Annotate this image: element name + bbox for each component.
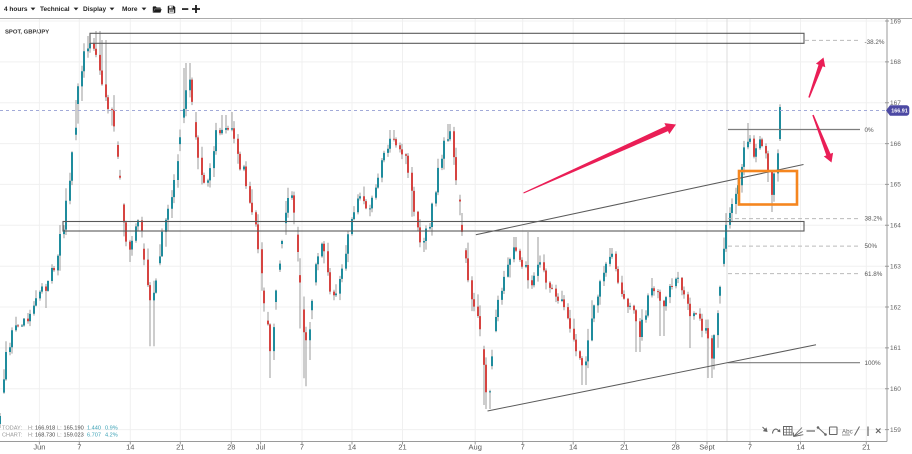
svg-text:166: 166 (890, 141, 901, 148)
svg-text:TODAY:: TODAY: (2, 426, 22, 432)
svg-text:7: 7 (521, 443, 525, 452)
svg-text:7: 7 (300, 443, 304, 452)
svg-text:6.707: 6.707 (87, 433, 101, 439)
svg-text:21: 21 (620, 443, 628, 452)
svg-text:159: 159 (890, 427, 901, 434)
svg-text:163: 163 (890, 264, 901, 271)
svg-text:14: 14 (796, 443, 804, 452)
svg-text:100%: 100% (865, 360, 882, 367)
svg-text:168.730: 168.730 (35, 433, 55, 439)
svg-text:14: 14 (126, 443, 134, 452)
svg-text:165.190: 165.190 (64, 426, 84, 432)
svg-text:Abc: Abc (842, 429, 853, 436)
svg-text:160: 160 (890, 386, 901, 393)
svg-text:28: 28 (227, 443, 235, 452)
svg-text:61.8%: 61.8% (865, 271, 883, 278)
svg-text:14: 14 (569, 443, 577, 452)
svg-text:28: 28 (672, 443, 680, 452)
svg-text:4.2%: 4.2% (105, 433, 118, 439)
svg-text:CHART:: CHART: (2, 433, 23, 439)
svg-text:7: 7 (748, 443, 752, 452)
svg-text:14: 14 (348, 443, 356, 452)
svg-text:159.023: 159.023 (64, 433, 84, 439)
svg-text:38.2%: 38.2% (865, 216, 883, 223)
svg-text:L:: L: (57, 433, 62, 439)
svg-text:Sept: Sept (699, 443, 715, 452)
svg-text:165: 165 (890, 182, 901, 189)
svg-text:168: 168 (890, 59, 901, 66)
svg-text:0%: 0% (865, 127, 875, 134)
svg-text:SPOT, GBP/JPY: SPOT, GBP/JPY (5, 30, 49, 36)
svg-text:166.918: 166.918 (35, 426, 55, 432)
svg-text:-38.2%: -38.2% (865, 39, 885, 46)
svg-text:Aug: Aug (469, 443, 482, 452)
svg-text:167: 167 (890, 100, 901, 107)
svg-text:7: 7 (77, 443, 81, 452)
svg-text:H:: H: (28, 426, 34, 432)
svg-text:162: 162 (890, 304, 901, 311)
svg-text:21: 21 (176, 443, 184, 452)
svg-text:50%: 50% (865, 243, 878, 250)
svg-text:Jul: Jul (256, 443, 266, 452)
svg-text:Jun: Jun (33, 443, 45, 452)
svg-text:164: 164 (890, 223, 901, 230)
svg-text:21: 21 (398, 443, 406, 452)
svg-text:161: 161 (890, 345, 901, 352)
svg-text:1.440: 1.440 (87, 426, 101, 432)
svg-text:166.91: 166.91 (891, 109, 908, 115)
svg-text:21: 21 (862, 443, 870, 452)
svg-text:0.9%: 0.9% (105, 426, 118, 432)
svg-text:H:: H: (28, 433, 34, 439)
svg-text:169: 169 (890, 18, 901, 25)
svg-text:L:: L: (57, 426, 62, 432)
